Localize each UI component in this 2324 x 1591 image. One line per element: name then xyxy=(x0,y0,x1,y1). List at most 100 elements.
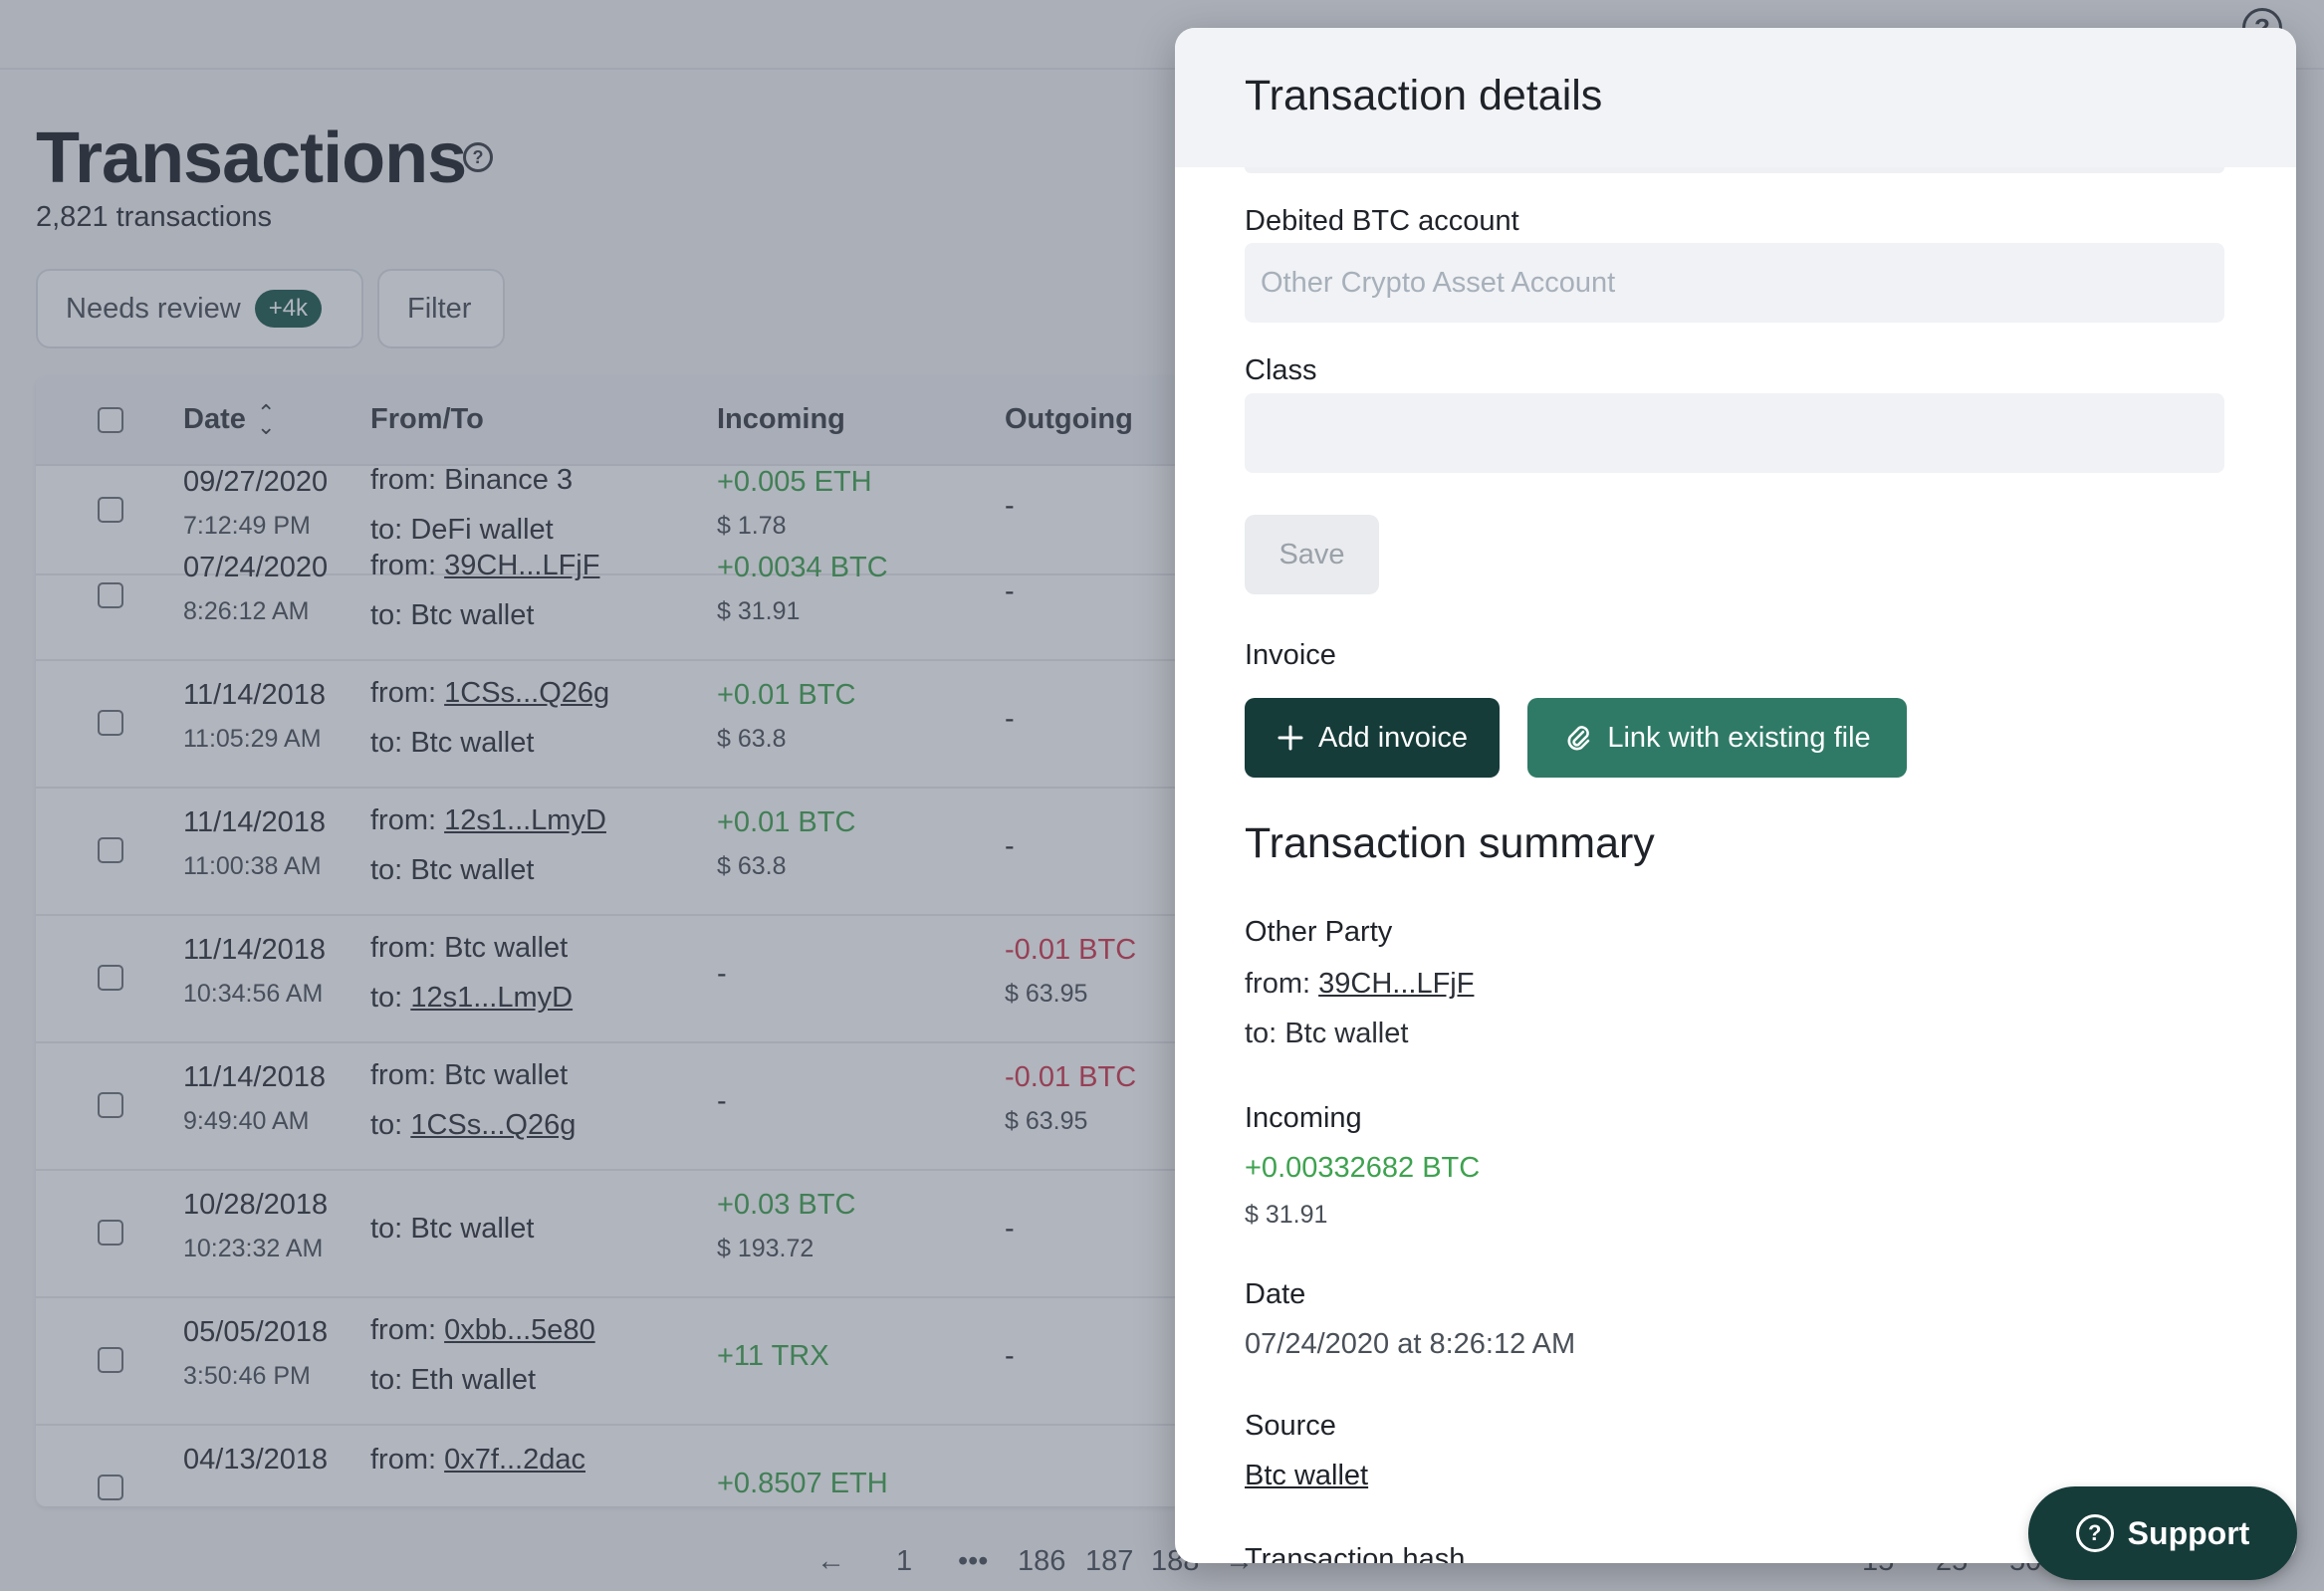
row-time: 8:26:12 AM xyxy=(183,597,310,625)
table-row[interactable]: 10/28/2018 10:23:32 AM to: Btc wallet +0.03… xyxy=(36,1169,1215,1298)
support-button[interactable]: ? Support xyxy=(2028,1486,2297,1580)
help-icon: ? xyxy=(2075,1514,2114,1552)
page-1[interactable]: 1 xyxy=(896,1545,913,1577)
from-address-link[interactable]: 1CSs...Q26g xyxy=(444,677,610,709)
row-date: 11/14/2018 xyxy=(183,679,326,711)
class-select[interactable] xyxy=(1245,393,2224,473)
column-header-from-to: From/To xyxy=(370,403,484,435)
row-checkbox[interactable] xyxy=(98,582,123,608)
incoming-amount: +0.8507 ETH xyxy=(717,1468,888,1499)
other-party-to: to: Btc wallet xyxy=(1245,1018,1408,1050)
select-all-checkbox[interactable] xyxy=(98,407,123,433)
to-prefix: to: xyxy=(370,1364,411,1396)
date-label: Date xyxy=(1245,1278,1306,1310)
page-187[interactable]: 187 xyxy=(1085,1545,1134,1577)
row-checkbox[interactable] xyxy=(98,1092,123,1118)
filter-button[interactable]: Filter xyxy=(377,269,505,348)
from-address-link[interactable]: 12s1...LmyD xyxy=(444,804,606,836)
sort-icon[interactable]: ⌃ ⌄ xyxy=(257,400,276,439)
other-party-label: Other Party xyxy=(1245,916,1393,948)
table-row[interactable]: 09/27/2020 7:12:49 PM from: Binance 3 to: D… xyxy=(36,464,1215,575)
outgoing-usd: $ 63.95 xyxy=(1005,1107,1088,1135)
to-address-link[interactable]: 12s1...LmyD xyxy=(410,982,574,1014)
from-prefix: from: xyxy=(370,1444,445,1476)
row-from: from: Btc wallet xyxy=(370,1059,568,1092)
incoming-amount: +11 TRX xyxy=(717,1340,829,1372)
source-link[interactable]: Btc wallet xyxy=(1245,1460,1369,1491)
table-row[interactable]: 11/14/2018 10:34:56 AM from: Btc wallet to:… xyxy=(36,914,1215,1043)
row-to: to: Btc wallet xyxy=(370,599,534,632)
class-label: Class xyxy=(1245,354,1317,386)
table-row[interactable]: 04/13/2018 from: 0x7f...2dac +0.8507 ETH xyxy=(36,1424,1215,1506)
panel-title: Transaction details xyxy=(1245,72,1603,119)
incoming-amount: +0.01 BTC xyxy=(717,806,856,838)
table-row[interactable]: 11/14/2018 9:49:40 AM from: Btc wallet to: … xyxy=(36,1041,1215,1171)
row-date: 11/14/2018 xyxy=(183,806,326,838)
to-wallet: DeFi wallet xyxy=(410,514,554,546)
table-row[interactable]: 05/05/2018 3:50:46 PM from: 0xbb...5e80 to:… xyxy=(36,1296,1215,1426)
row-to: to: Eth wallet xyxy=(370,1364,536,1397)
add-invoice-label: Add invoice xyxy=(1318,721,1468,754)
row-from: from: Btc wallet xyxy=(370,932,568,965)
row-time: 10:34:56 AM xyxy=(183,980,324,1008)
needs-review-label: Needs review xyxy=(66,292,241,325)
row-to: to: 12s1...LmyD xyxy=(370,982,573,1015)
incoming-label: Incoming xyxy=(1245,1102,1362,1134)
outgoing-amount: -0.01 BTC xyxy=(1005,934,1137,966)
incoming-amount: +0.0034 BTC xyxy=(717,552,888,583)
transaction-count: 2,821 transactions xyxy=(36,201,272,233)
outgoing-empty: - xyxy=(1005,490,1015,522)
row-date: 10/28/2018 xyxy=(183,1189,329,1221)
to-wallet: Eth wallet xyxy=(410,1364,537,1396)
row-checkbox[interactable] xyxy=(98,965,123,991)
from-address-link[interactable]: 39CH...LFjF xyxy=(1318,968,1475,1000)
page-186[interactable]: 186 xyxy=(1018,1545,1066,1577)
from-prefix: from: xyxy=(370,1059,445,1091)
row-checkbox[interactable] xyxy=(98,497,123,523)
needs-review-badge: +4k xyxy=(254,290,323,328)
row-date: 11/14/2018 xyxy=(183,934,326,966)
incoming-usd: $ 193.72 xyxy=(717,1235,814,1262)
from-wallet: Binance 3 xyxy=(444,464,574,496)
row-from: from: 0xbb...5e80 xyxy=(370,1314,595,1347)
from-address-link[interactable]: 39CH...LFjF xyxy=(444,550,600,581)
to-address-link[interactable]: 1CSs...Q26g xyxy=(410,1109,577,1141)
other-party-from: from: 39CH...LFjF xyxy=(1245,968,1474,1001)
to-prefix: to: xyxy=(370,514,411,546)
to-prefix: to: xyxy=(1245,1018,1285,1049)
outgoing-empty: - xyxy=(1005,703,1015,735)
debited-account-select[interactable]: Other Crypto Asset Account xyxy=(1245,243,2224,323)
row-to: to: Btc wallet xyxy=(370,727,534,760)
table-row[interactable]: 11/14/2018 11:00:38 AM from: 12s1...LmyD to… xyxy=(36,787,1215,916)
link-existing-file-button[interactable]: Link with existing file xyxy=(1527,698,1907,778)
from-prefix: from: xyxy=(370,932,445,964)
row-from: from: 0x7f...2dac xyxy=(370,1444,585,1477)
column-header-date[interactable]: Date xyxy=(183,403,246,435)
transactions-table: Date ⌃ ⌄ From/To Incoming Outgoing 09/27/… xyxy=(36,376,1215,1506)
from-prefix: from: xyxy=(1245,968,1319,1000)
prev-page-arrow-icon[interactable]: ← xyxy=(816,1545,845,1577)
save-button[interactable]: Save xyxy=(1245,515,1379,594)
table-row[interactable]: 11/14/2018 11:05:29 AM from: 1CSs...Q26g to… xyxy=(36,659,1215,789)
row-checkbox[interactable] xyxy=(98,1220,123,1246)
row-checkbox[interactable] xyxy=(98,837,123,863)
add-invoice-button[interactable]: Add invoice xyxy=(1245,698,1500,778)
table-row[interactable]: 07/24/2020 8:26:12 AM from: 39CH...LFjF to:… xyxy=(36,532,1215,661)
from-address-link[interactable]: 0xbb...5e80 xyxy=(444,1314,595,1346)
row-time: 9:49:40 AM xyxy=(183,1107,310,1135)
from-prefix: from: xyxy=(370,1314,445,1346)
transaction-details-panel: Transaction details Debited BTC account … xyxy=(1175,28,2296,1563)
row-date: 07/24/2020 xyxy=(183,552,329,583)
row-checkbox[interactable] xyxy=(98,1475,123,1500)
to-prefix: to: xyxy=(370,1213,411,1245)
to-wallet: Btc wallet xyxy=(1284,1018,1409,1049)
row-checkbox[interactable] xyxy=(98,710,123,736)
row-checkbox[interactable] xyxy=(98,1347,123,1373)
row-to: to: DeFi wallet xyxy=(370,514,554,547)
row-time: 10:23:32 AM xyxy=(183,1235,324,1262)
incoming-usd: $ 63.8 xyxy=(717,852,787,880)
from-address-link[interactable]: 0x7f...2dac xyxy=(444,1444,585,1476)
question-circle-icon[interactable]: ? xyxy=(463,142,493,172)
needs-review-button[interactable]: Needs review +4k xyxy=(36,269,363,348)
